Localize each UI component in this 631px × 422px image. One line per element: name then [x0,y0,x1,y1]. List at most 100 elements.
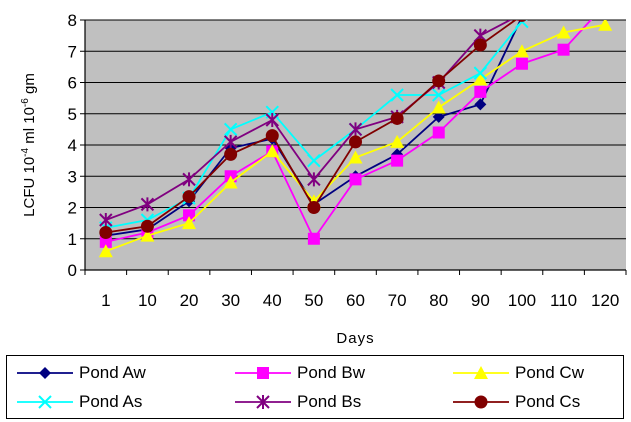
data-point [265,129,279,143]
data-point [474,98,487,111]
legend-item: Pond Bs [233,388,361,416]
data-point [517,20,527,22]
legend-marker [257,367,269,379]
data-point [182,172,196,187]
data-point [515,57,528,70]
legend-marker [256,395,270,409]
y-tick-label: 0 [68,261,77,280]
data-point [223,122,238,137]
legend-swatch [17,395,73,409]
data-point [599,0,611,7]
series-pond-cs [99,0,612,239]
y-tick-label: 7 [68,42,77,61]
y-tick-label: 2 [68,199,77,218]
legend-marker [39,367,51,379]
legend-item: Pond Cs [451,388,580,416]
x-tick-label: 80 [429,291,448,310]
y-tick-label: 8 [68,11,77,30]
data-point [307,232,320,245]
data-point [349,135,362,149]
data-point [432,126,445,139]
legend-swatch [235,367,291,379]
data-point [265,144,280,158]
legend-marker [474,366,488,379]
data-point [348,122,363,137]
data-point [183,209,196,222]
x-tick-label: 40 [263,291,282,310]
data-point [223,175,238,189]
x-tick-label: 70 [388,291,407,310]
y-tick-label: 1 [68,230,77,249]
data-point [140,219,154,233]
data-point [556,25,571,39]
data-point [558,0,570,11]
y-tick-label: 5 [68,105,77,124]
data-point [140,228,155,242]
data-point [432,74,446,88]
legend-item: Pond Aw [15,359,146,387]
data-point [265,113,279,127]
data-point [182,216,197,230]
legend-marker [38,395,52,409]
data-point [99,226,113,239]
legend-swatch [453,366,509,379]
y-tick-label: 4 [68,136,77,155]
data-point [558,2,570,14]
data-point [431,100,446,114]
data-point [390,134,405,148]
x-tick-label: 1 [101,291,110,310]
data-point [391,154,404,167]
legend-label: Pond Bw [297,363,366,382]
legend-item: Pond Cw [451,359,584,387]
x-axis-label: Days [336,330,374,347]
data-point [223,134,238,149]
data-point [599,0,611,5]
data-point [474,85,487,98]
x-tick-label: 120 [591,291,619,310]
data-point [557,43,570,56]
data-point [599,0,611,10]
data-point [599,0,612,8]
legend-label: Pond As [79,392,143,411]
data-point [349,173,362,186]
data-point [473,38,487,52]
x-tick-label: 10 [138,291,157,310]
legend-marker [474,395,488,409]
data-point [558,0,570,10]
data-point [599,0,611,10]
legend-swatch [17,367,73,379]
data-point [598,20,613,31]
y-tick-label: 3 [68,167,77,186]
data-point [348,150,363,164]
y-tick-label: 6 [68,74,77,93]
data-point [557,1,570,14]
data-point [224,147,238,161]
data-point [473,72,488,86]
data-point [182,190,196,204]
legend-item: Pond Bw [233,359,365,387]
data-point [307,201,321,214]
x-tick-label: 30 [221,291,240,310]
x-tick-label: 100 [508,291,536,310]
data-point [432,88,446,102]
x-tick-label: 50 [304,291,323,310]
x-tick-label: 90 [471,291,490,310]
legend-label: Pond Aw [79,363,146,382]
series-pond-bw [99,0,611,248]
x-tick-label: 60 [346,291,365,310]
data-point [432,110,445,123]
x-tick-label: 110 [550,291,577,310]
legend-swatch [453,395,509,409]
legend: Pond Aw Pond Bw Pond Cw Pond As Pond Bs Pond … [6,355,624,419]
data-point [390,111,404,125]
legend-label: Pond Cw [515,363,584,382]
x-tick-label: 20 [180,291,199,310]
data-point [307,172,321,187]
legend-item: Pond As [15,388,142,416]
data-point [516,20,528,21]
data-point [99,213,113,227]
data-point [307,153,321,168]
legend-label: Pond Cs [515,392,581,411]
legend-swatch [235,395,291,409]
